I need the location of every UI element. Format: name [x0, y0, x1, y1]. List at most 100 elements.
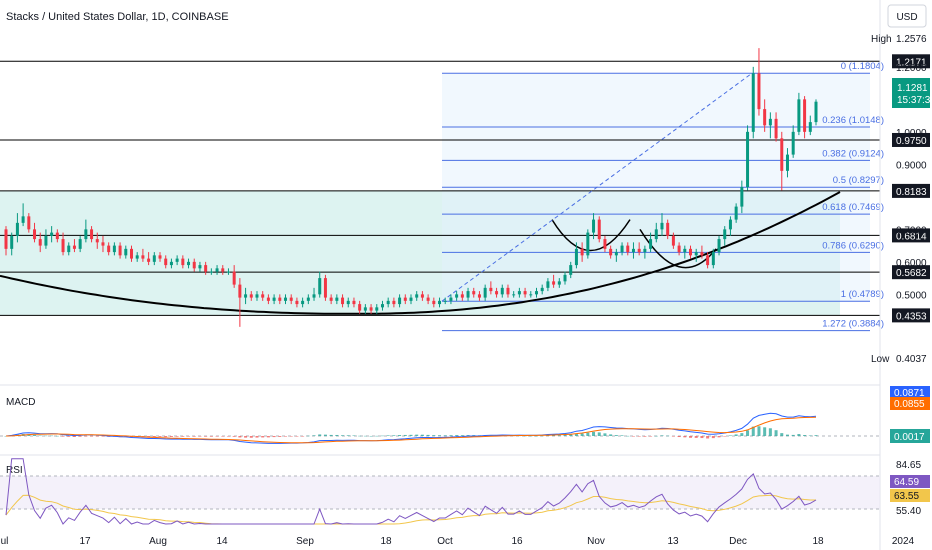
candle-body	[426, 297, 430, 301]
level-label-3: 0.6814	[896, 231, 927, 242]
time-tick-3: 14	[216, 536, 228, 547]
macd-bar	[84, 436, 88, 437]
macd-bar	[187, 436, 191, 437]
macd-bar	[306, 435, 310, 437]
candle-body	[757, 73, 761, 110]
price-tick-3: 0.7000	[896, 225, 927, 236]
macd-bar	[728, 435, 732, 436]
candle-body	[643, 248, 647, 253]
candle-body	[4, 229, 8, 249]
macd-bar	[55, 435, 59, 437]
candle-body	[483, 287, 487, 298]
candle-body	[249, 294, 253, 298]
candle-body	[683, 248, 687, 253]
candle-body	[61, 239, 65, 253]
macd-value: 0.0871	[894, 388, 925, 399]
candle-body	[55, 232, 59, 240]
price-tick-5: 0.5000	[896, 290, 927, 301]
candle-body	[626, 245, 630, 253]
rsi-tick-high: 84.65	[896, 460, 921, 471]
macd-bar	[209, 436, 213, 437]
candle-body	[415, 294, 419, 298]
candle-body	[10, 235, 14, 249]
candle-body	[272, 297, 276, 301]
time-tick-1: 17	[79, 536, 91, 547]
macd-bar	[284, 436, 288, 437]
candle-body	[449, 297, 453, 301]
macd-bar	[78, 436, 82, 437]
candle-body	[341, 297, 345, 305]
macd-bar	[398, 435, 402, 436]
macd-bar	[580, 433, 584, 436]
macd-bar	[221, 436, 225, 437]
time-tick-9: 13	[667, 536, 679, 547]
candle-body	[318, 278, 322, 295]
macd-bar	[449, 435, 453, 436]
candle-body	[700, 252, 704, 256]
macd-bar	[278, 436, 282, 437]
candle-body	[803, 99, 807, 132]
candle-body	[586, 232, 590, 256]
macd-bar	[335, 434, 339, 436]
candle-body	[175, 258, 179, 262]
candle-body	[289, 297, 293, 301]
macd-bar	[244, 436, 248, 438]
candle-body	[631, 248, 635, 253]
level-tag-4	[892, 265, 930, 280]
macd-bar	[95, 436, 99, 437]
candle-body	[306, 297, 310, 301]
macd-bar	[734, 434, 738, 436]
macd-bar	[380, 435, 384, 437]
level-tag-2	[892, 183, 930, 198]
level-label-1: 0.9750	[896, 136, 927, 147]
candle-body	[740, 187, 744, 207]
candle-body	[557, 281, 561, 285]
macd-bar	[375, 435, 379, 437]
candle-body	[500, 287, 504, 295]
macd-bar	[369, 435, 373, 437]
low-label: Low	[871, 354, 890, 365]
candle-body	[466, 291, 470, 298]
candle-body	[164, 258, 168, 266]
macd-bar	[38, 435, 42, 437]
candle-body	[569, 265, 573, 275]
last-price-tag: 1.1281 15:37:32	[892, 78, 932, 108]
macd-bar	[352, 435, 356, 436]
macd-bar	[403, 434, 407, 436]
candle-body	[158, 255, 162, 259]
time-tick-0: Jul	[0, 536, 8, 547]
price-tick-4: 0.6000	[896, 258, 927, 269]
candle-body	[95, 239, 99, 243]
macd-value-tags: 0.0871 0.0855 0.0017	[890, 386, 930, 443]
macd-bar	[768, 428, 772, 436]
macd-bar	[147, 436, 151, 438]
level-label-5: 0.4353	[896, 311, 927, 322]
currency-button[interactable]: USD	[887, 4, 927, 28]
macd-bar	[164, 436, 168, 438]
macd-bar	[204, 436, 208, 437]
high-label: High	[871, 34, 892, 45]
macd-bar	[797, 434, 801, 436]
macd-bar	[614, 435, 618, 436]
level-label-4: 0.5682	[896, 268, 927, 279]
candle-body	[495, 291, 499, 295]
candle-body	[620, 245, 624, 253]
candle-body	[728, 219, 732, 230]
candle-body	[734, 206, 738, 220]
fib-diagonal	[441, 72, 753, 302]
macd-bar	[763, 427, 767, 436]
candle-body	[506, 287, 510, 295]
time-tick-7: 16	[511, 536, 523, 547]
candle-body	[147, 258, 151, 262]
macd-bar	[460, 435, 464, 436]
candle-body	[295, 300, 299, 305]
candle-body	[187, 261, 191, 266]
macd-bar	[620, 435, 624, 436]
candle-body	[181, 258, 185, 266]
macd-bar	[67, 436, 71, 437]
candle-body	[112, 245, 116, 253]
candle-body	[597, 219, 601, 240]
price-tick-2: 0.9000	[896, 160, 927, 171]
fib-label-2: 0.382 (0.9124)	[822, 148, 884, 159]
rsi-pane: RSI 84.65 64.59 63.55 55.40	[0, 458, 930, 525]
